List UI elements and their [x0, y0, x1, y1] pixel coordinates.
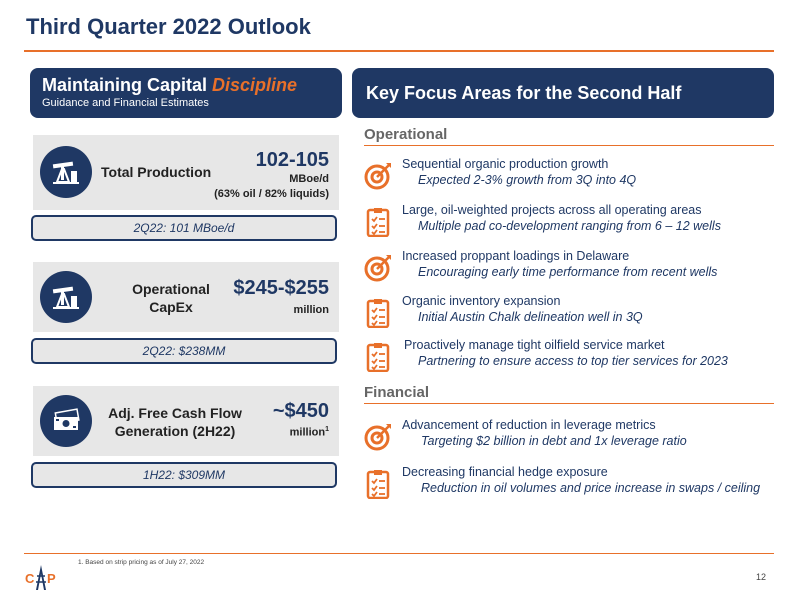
- total-production-value: 102-105: [255, 149, 329, 171]
- left-header-subtitle: Guidance and Financial Estimates: [42, 97, 209, 109]
- focus-item-heading: Organic inventory expansion: [402, 294, 561, 308]
- svg-text:P: P: [47, 571, 56, 586]
- company-logo: C P: [25, 565, 56, 590]
- oil-pump-icon: [40, 271, 92, 323]
- cash-icon: [40, 395, 92, 447]
- oil-pump-icon: [40, 146, 92, 198]
- checklist-icon: [366, 299, 390, 328]
- operational-capex-value: $245-$255: [233, 277, 329, 299]
- checklist-icon: [366, 343, 390, 372]
- focus-item-detail: Initial Austin Chalk delineation well in…: [418, 310, 643, 324]
- checklist-icon: [366, 470, 390, 499]
- focus-item: Sequential organic production growth Exp…: [364, 157, 784, 195]
- focus-item-detail: Partnering to ensure access to top tier …: [418, 354, 728, 368]
- total-production-unit: MBoe/d: [289, 173, 329, 185]
- target-icon: [364, 163, 391, 190]
- operational-section-divider: [364, 145, 774, 146]
- right-panel-header: Key Focus Areas for the Second Half: [352, 68, 774, 118]
- free-cash-flow-value: ~$450: [272, 400, 329, 422]
- focus-item-heading: Decreasing financial hedge exposure: [402, 465, 608, 479]
- focus-item-heading: Sequential organic production growth: [402, 157, 609, 171]
- operational-capex-unit: million: [293, 304, 329, 316]
- financial-section-title: Financial: [364, 384, 430, 401]
- focus-item-detail: Expected 2-3% growth from 3Q into 4Q: [418, 173, 637, 187]
- focus-item-detail: Multiple pad co-development ranging from…: [418, 219, 721, 233]
- operational-capex-card: Operational CapEx $245-$255 million: [33, 262, 339, 332]
- total-production-label: Total Production: [101, 164, 212, 180]
- focus-item-heading: Proactively manage tight oilfield servic…: [404, 338, 665, 352]
- page-title: Third Quarter 2022 Outlook: [26, 14, 311, 39]
- focus-item-detail: Reduction in oil volumes and price incre…: [421, 481, 761, 495]
- free-cash-flow-prior-period: 1H22: $309MM: [31, 462, 337, 488]
- focus-item: Organic inventory expansion Initial Aust…: [364, 294, 784, 332]
- footer-divider: [24, 553, 774, 554]
- title-divider: [24, 50, 774, 52]
- operational-capex-prior-period: 2Q22: $238MM: [31, 338, 337, 364]
- total-production-card: Total Production 102-105 MBoe/d (63% oil…: [33, 135, 339, 210]
- left-header-title: Maintaining Capital Discipline: [42, 75, 298, 95]
- checklist-icon: [366, 208, 390, 237]
- focus-item: Increased proppant loadings in Delaware …: [364, 249, 784, 287]
- focus-item-heading: Large, oil-weighted projects across all …: [402, 203, 702, 217]
- footnote: 1. Based on strip pricing as of July 27,…: [78, 559, 205, 566]
- left-panel-header: Maintaining Capital Discipline Guidance …: [30, 68, 342, 118]
- page-number: 12: [756, 572, 767, 582]
- svg-text:C: C: [25, 571, 35, 586]
- free-cash-flow-unit: million1: [289, 426, 329, 439]
- focus-item: Large, oil-weighted projects across all …: [364, 203, 784, 241]
- total-production-mix: (63% oil / 82% liquids): [214, 188, 329, 200]
- focus-item: Advancement of reduction in leverage met…: [364, 418, 784, 456]
- target-icon: [364, 424, 391, 451]
- target-icon: [364, 255, 391, 282]
- free-cash-flow-card: Adj. Free Cash Flow Generation (2H22) ~$4…: [33, 386, 339, 456]
- left-header-accent: Discipline: [212, 75, 298, 95]
- operational-capex-label: Operational CapEx: [132, 281, 210, 315]
- focus-item-heading: Advancement of reduction in leverage met…: [402, 418, 656, 432]
- focus-item-detail: Targeting $2 billion in debt and 1x leve…: [421, 434, 687, 448]
- total-production-prior-period: 2Q22: 101 MBoe/d: [31, 215, 337, 241]
- focus-item-detail: Encouraging early time performance from …: [418, 265, 718, 279]
- free-cash-flow-label: Adj. Free Cash Flow Generation (2H22): [108, 405, 242, 439]
- focus-item: Decreasing financial hedge exposure Redu…: [364, 465, 784, 503]
- financial-section-divider: [364, 403, 774, 404]
- operational-section-title: Operational: [364, 126, 448, 143]
- focus-item-heading: Increased proppant loadings in Delaware: [402, 249, 630, 263]
- focus-item: Proactively manage tight oilfield servic…: [364, 338, 784, 376]
